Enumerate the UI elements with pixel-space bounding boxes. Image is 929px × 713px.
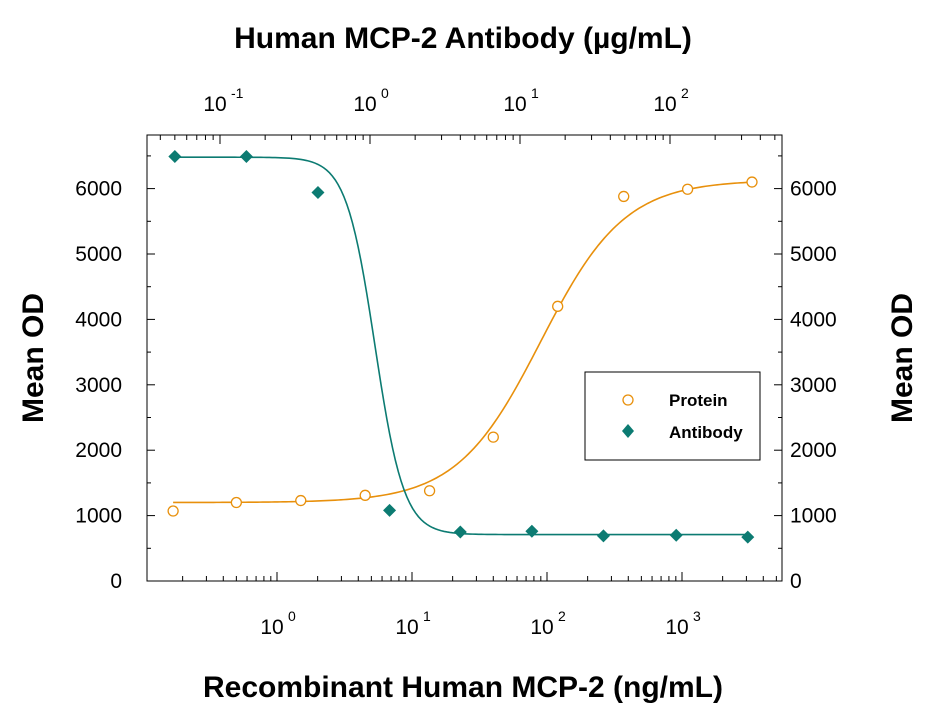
data-point-antibody <box>525 524 539 538</box>
fit-curve-antibody <box>174 156 748 536</box>
top-x-tick-base: 10 <box>203 93 226 116</box>
data-points <box>167 150 758 544</box>
left-y-tick-label: 5000 <box>75 243 122 266</box>
bottom-x-tick-exponent: 3 <box>693 608 701 624</box>
data-point-protein <box>359 489 371 501</box>
data-point-protein <box>423 485 436 497</box>
data-point-protein <box>487 431 499 443</box>
top-x-tick-base: 10 <box>503 93 526 116</box>
data-point-protein <box>552 300 564 312</box>
data-point-protein <box>746 176 758 188</box>
legend-antibody-label: Antibody <box>669 423 743 442</box>
plot-frame <box>146 134 783 582</box>
data-point-antibody <box>168 150 182 164</box>
right-y-tick-label: 6000 <box>790 178 837 201</box>
top-x-tick-exponent: 0 <box>381 85 389 101</box>
data-point-antibody <box>453 525 467 539</box>
right-y-tick-label: 4000 <box>790 308 837 331</box>
left-y-axis: 0 1000 2000 3000 4000 5000 6000 <box>75 155 155 593</box>
bottom-x-axis: 10 0 10 1 10 2 10 3 <box>182 572 777 639</box>
data-point-protein <box>681 183 694 195</box>
top-x-tick-base: 10 <box>653 93 676 116</box>
legend-antibody-marker <box>622 424 634 438</box>
top-x-tick-base: 10 <box>353 93 376 116</box>
right-y-tick-label: 5000 <box>790 243 837 266</box>
data-point-antibody <box>741 530 755 544</box>
data-point-protein <box>167 505 179 517</box>
data-point-protein <box>230 496 243 509</box>
right-y-axis: 0 1000 2000 3000 4000 5000 6000 <box>774 155 837 593</box>
right-y-tick-label: 0 <box>790 570 802 593</box>
bottom-x-tick-exponent: 2 <box>558 608 566 624</box>
bottom-x-tick-base: 10 <box>665 616 688 639</box>
right-y-tick-label: 3000 <box>790 374 837 397</box>
data-point-antibody <box>239 150 253 164</box>
data-point-protein <box>295 494 307 507</box>
bottom-x-tick-exponent: 0 <box>288 608 296 624</box>
data-point-antibody <box>669 528 683 542</box>
right-y-tick-label: 1000 <box>790 505 837 528</box>
left-y-tick-label: 0 <box>110 570 122 593</box>
top-x-tick-exponent: 2 <box>681 85 689 101</box>
left-axis-title: Mean OD <box>17 293 50 423</box>
legend-box <box>584 371 761 461</box>
data-point-protein <box>618 190 630 203</box>
bottom-x-tick-base: 10 <box>395 616 418 639</box>
legend-protein-label: Protein <box>669 391 728 410</box>
top-x-tick-exponent: -1 <box>231 85 244 101</box>
right-axis-title: Mean OD <box>886 293 919 423</box>
fit-curve-protein <box>173 181 753 504</box>
left-y-tick-label: 1000 <box>75 505 122 528</box>
legend: Protein Antibody <box>584 371 761 461</box>
data-point-antibody <box>311 186 325 200</box>
bottom-x-tick-base: 10 <box>260 616 283 639</box>
right-y-tick-label: 2000 <box>790 439 837 462</box>
fit-curves <box>173 156 753 536</box>
bottom-axis-title: Recombinant Human MCP-2 (ng/mL) <box>203 671 723 704</box>
bottom-x-tick-base: 10 <box>530 616 553 639</box>
bottom-x-tick-exponent: 1 <box>423 608 431 624</box>
top-x-tick-exponent: 1 <box>531 85 539 101</box>
top-axis-title: Human MCP-2 Antibody (µg/mL) <box>234 22 692 55</box>
top-x-axis: 10 -1 10 0 10 1 10 2 <box>159 85 776 144</box>
data-point-antibody <box>383 503 397 517</box>
left-y-tick-label: 6000 <box>75 178 122 201</box>
legend-protein-marker <box>622 394 634 406</box>
left-y-tick-label: 2000 <box>75 439 122 462</box>
left-y-tick-label: 3000 <box>75 374 122 397</box>
left-y-tick-label: 4000 <box>75 308 122 331</box>
data-point-antibody <box>596 529 610 543</box>
